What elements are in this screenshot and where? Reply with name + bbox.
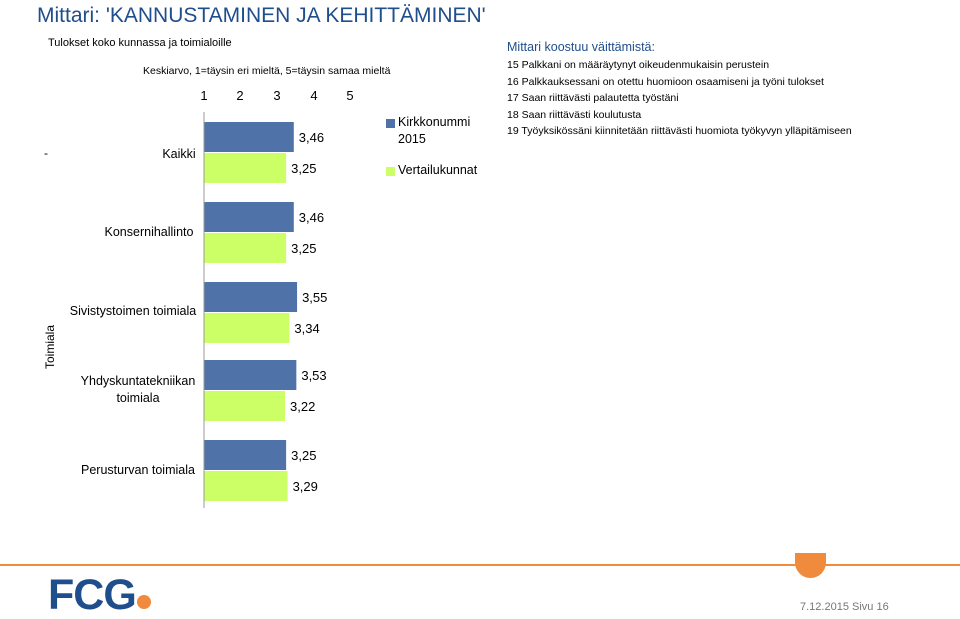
bar-perusturva-series1 bbox=[204, 440, 287, 470]
statement-18: 18 Saan riittävästi koulutusta bbox=[507, 109, 642, 121]
data-label-konsernihallinto-series1: 3,46 bbox=[299, 210, 324, 225]
category-label-konsernihallinto: Konsernihallinto bbox=[104, 225, 194, 239]
legend-label-kirkkonummi-line1: Kirkkonummi bbox=[398, 115, 471, 129]
category-label-perusturva: Perusturvan toimiala bbox=[81, 463, 195, 477]
category-label-yhdyskuntatekniikka: Yhdyskuntatekniikan toimiala bbox=[80, 374, 196, 405]
footer-divider bbox=[0, 564, 960, 566]
data-label-sivistystoimi-series2: 3,34 bbox=[294, 321, 319, 336]
data-label-perusturva-series1: 3,25 bbox=[291, 448, 316, 463]
data-label-kaikki-series2: 3,25 bbox=[291, 161, 316, 176]
scale-note: Keskiarvo, 1=täysin eri mieltä, 5=täysin… bbox=[143, 65, 391, 77]
bar-kaikki-series2 bbox=[204, 153, 287, 183]
data-label-yhdyskuntatekniikka-series1: 3,53 bbox=[301, 368, 326, 383]
statement-17: 17 Saan riittävästi palautetta työstäni bbox=[507, 92, 679, 104]
legend-swatch-vertailukunnat bbox=[386, 167, 395, 176]
bar-konsernihallinto-series1 bbox=[204, 202, 294, 232]
logo-dot-icon bbox=[137, 595, 151, 609]
statement-15: 15 Palkkani on määräytynyt oikeudenmukai… bbox=[507, 59, 770, 71]
category-label-sivistystoimi: Sivistystoimen toimiala bbox=[69, 304, 197, 318]
bar-chart: 3,46 3,25 3,46 3,25 3,55 3,34 3,53 3,22 3,25 3,29 bbox=[203, 112, 327, 508]
data-label-kaikki-series1: 3,46 bbox=[299, 130, 324, 145]
bar-konsernihallinto-series2 bbox=[204, 233, 287, 263]
statement-19: 19 Työyksikössäni kiinnitetään riittäväs… bbox=[507, 125, 852, 137]
statements-title: Mittari koostuu väittämistä: bbox=[507, 40, 655, 54]
footer-date-page: 7.12.2015 Sivu 16 bbox=[800, 601, 889, 613]
bar-kaikki-series1 bbox=[204, 122, 294, 152]
dot-marker: - bbox=[44, 146, 48, 160]
x-tick-1: 1 bbox=[200, 88, 208, 103]
data-label-sivistystoimi-series1: 3,55 bbox=[302, 290, 327, 305]
x-tick-5: 5 bbox=[346, 88, 354, 103]
legend-label-kirkkonummi: Kirkkonummi 2015 bbox=[398, 114, 470, 148]
x-tick-2: 2 bbox=[236, 88, 244, 103]
bar-yhdyskuntatekniikka-series2 bbox=[204, 391, 286, 421]
bar-sivistystoimi-series2 bbox=[204, 313, 290, 343]
legend-label-kirkkonummi-line2: 2015 bbox=[398, 132, 426, 146]
x-tick-4: 4 bbox=[310, 88, 318, 103]
legend-label-vertailukunnat: Vertailukunnat bbox=[398, 163, 478, 177]
bar-yhdyskuntatekniikka-series1 bbox=[204, 360, 297, 390]
page-title: Mittari: 'KANNUSTAMINEN JA KEHITTÄMINEN' bbox=[37, 4, 486, 27]
data-label-perusturva-series2: 3,29 bbox=[293, 479, 318, 494]
bar-sivistystoimi-series1 bbox=[204, 282, 298, 312]
category-label-kaikki: Kaikki bbox=[162, 147, 196, 161]
data-label-yhdyskuntatekniikka-series2: 3,22 bbox=[290, 399, 315, 414]
x-tick-3: 3 bbox=[273, 88, 281, 103]
legend-swatch-kirkkonummi bbox=[386, 119, 395, 128]
fcg-logo: FCG bbox=[48, 571, 137, 619]
statement-16: 16 Palkkauksessani on otettu huomioon os… bbox=[507, 76, 824, 88]
bar-perusturva-series2 bbox=[204, 471, 288, 501]
data-label-konsernihallinto-series2: 3,25 bbox=[291, 241, 316, 256]
chart-subtitle: Tulokset koko kunnassa ja toimialoille bbox=[48, 37, 232, 49]
footer-accent-tab bbox=[795, 553, 826, 578]
